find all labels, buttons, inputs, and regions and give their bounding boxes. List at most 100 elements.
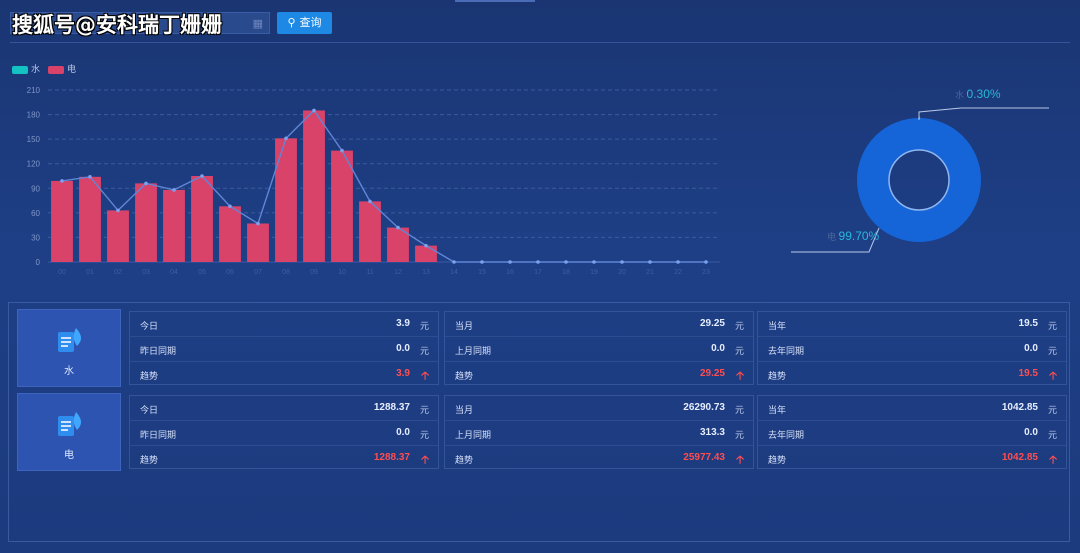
- stat-cell: 趋势 25977.43 🡡: [445, 446, 753, 470]
- stat-cell: 当年 19.5 元: [758, 312, 1066, 337]
- stat-block: 当月 26290.73 元上月同期 313.3 元趋势 25977.43 🡡: [444, 395, 754, 469]
- unit-label: 元: [734, 346, 744, 356]
- x-tick-label: 04: [170, 269, 178, 276]
- x-tick-label: 07: [254, 269, 262, 276]
- summary-panel: 水今日 3.9 元昨日同期 0.0 元趋势 3.9 🡡 当月 29.25 元上月同期 0.0…: [8, 302, 1070, 542]
- top-tab-indicator: [455, 0, 535, 2]
- trend-point: [536, 260, 540, 264]
- x-tick-label: 22: [674, 269, 682, 276]
- query-button[interactable]: ⚲ 查询: [277, 12, 332, 34]
- legend-item-electric[interactable]: 电: [48, 62, 76, 75]
- trend-point: [312, 108, 316, 113]
- category-card[interactable]: 水: [17, 309, 121, 387]
- trend-point: [648, 260, 652, 264]
- stat-cell: 趋势 3.9 🡡: [130, 362, 438, 386]
- x-tick-label: 09: [310, 269, 318, 276]
- date-range-input[interactable]: ▦: [10, 12, 270, 34]
- bar-electric: [303, 110, 325, 262]
- trend-point: [480, 260, 484, 264]
- category-card[interactable]: 电: [17, 393, 121, 471]
- trend-point: [620, 260, 624, 264]
- bar-electric: [247, 223, 269, 262]
- unit-label: 元: [734, 321, 744, 331]
- donut-inner-ring: [888, 149, 950, 211]
- stat-label: 当年: [768, 405, 787, 415]
- stat-cell: 昨日同期 0.0 元: [130, 337, 438, 362]
- x-tick-label: 21: [646, 269, 654, 276]
- electric-document-icon: [58, 412, 82, 436]
- unit-label: 元: [419, 321, 429, 331]
- arrow-up-icon: 🡡: [421, 370, 429, 382]
- bar-electric: [275, 138, 297, 262]
- donut-label-water: 水 0.30%: [955, 87, 1001, 101]
- water-document-icon: [58, 328, 82, 352]
- stat-block: 当月 29.25 元上月同期 0.0 元趋势 29.25 🡡: [444, 311, 754, 385]
- x-tick-label: 19: [590, 269, 598, 276]
- x-tick-label: 08: [282, 269, 290, 276]
- stat-cell: 今日 3.9 元: [130, 312, 438, 337]
- unit-label: 元: [1047, 430, 1057, 440]
- trend-point: [508, 260, 512, 264]
- trend-value: 3.9: [396, 368, 410, 379]
- legend-item-water[interactable]: 水: [12, 62, 40, 75]
- trend-point: [564, 260, 568, 264]
- trend-value: 1288.37: [373, 452, 410, 463]
- bar-electric: [219, 206, 241, 262]
- stat-label: 当年: [768, 321, 787, 331]
- trend-value: 19.5: [1018, 368, 1038, 379]
- cost-share-donut-chart: 水 0.30% 电 99.70%: [791, 87, 1049, 253]
- stat-value: 0.0: [396, 427, 410, 438]
- category-label: 水: [64, 366, 74, 377]
- x-tick-label: 10: [338, 269, 346, 276]
- x-tick-label: 02: [114, 269, 122, 276]
- bar-electric: [135, 183, 157, 262]
- unit-label: 元: [419, 346, 429, 356]
- unit-label: 元: [734, 405, 744, 415]
- y-tick-label: 90: [31, 184, 40, 193]
- calendar-icon[interactable]: ▦: [252, 18, 263, 30]
- stat-cell: 当年 1042.85 元: [758, 396, 1066, 421]
- x-tick-label: 00: [58, 269, 66, 276]
- trend-point: [340, 148, 344, 153]
- chart-legend: 水 电: [12, 62, 76, 75]
- trend-point: [60, 179, 64, 183]
- trend-value: 25977.43: [683, 452, 725, 463]
- stat-block: 今日 1288.37 元昨日同期 0.0 元趋势 1288.37 🡡: [129, 395, 439, 469]
- stat-label: 昨日同期: [140, 346, 177, 356]
- stat-cell: 上月同期 313.3 元: [445, 421, 753, 446]
- trend-line: [61, 109, 706, 263]
- unit-label: 元: [734, 430, 744, 440]
- trend-value: 1042.85: [1001, 452, 1038, 463]
- bar-electric: [359, 201, 381, 262]
- stat-label: 趋势: [455, 371, 474, 381]
- stat-label: 趋势: [768, 455, 787, 465]
- bar-electric: [415, 245, 437, 262]
- stat-value: 19.5: [1018, 318, 1038, 329]
- trend-point: [228, 204, 232, 209]
- stat-cell: 去年同期 0.0 元: [758, 421, 1066, 446]
- stat-label: 当月: [455, 321, 474, 331]
- trend-point: [144, 181, 148, 186]
- summary-row: 电今日 1288.37 元昨日同期 0.0 元趋势 1288.37 🡡 当月 26290.…: [17, 393, 1067, 471]
- stat-cell: 当月 26290.73 元: [445, 396, 753, 421]
- x-tick-label: 06: [226, 269, 234, 276]
- bar-electric: [387, 227, 409, 262]
- unit-label: 元: [1047, 321, 1057, 331]
- trend-point: [396, 225, 400, 230]
- stat-label: 今日: [140, 405, 159, 415]
- unit-label: 元: [1047, 405, 1057, 415]
- y-tick-label: 60: [31, 209, 40, 218]
- bar-electric: [79, 176, 101, 262]
- bar-electric: [107, 210, 129, 262]
- stat-value: 29.25: [699, 318, 725, 329]
- stat-label: 去年同期: [768, 346, 805, 356]
- y-tick-label: 210: [27, 86, 41, 95]
- trend-point: [424, 243, 428, 248]
- stat-cell: 当月 29.25 元: [445, 312, 753, 337]
- bar-electric: [51, 180, 73, 262]
- arrow-up-icon: 🡡: [736, 370, 744, 382]
- leader-line-water: [918, 107, 1049, 120]
- y-tick-label: 30: [31, 233, 40, 242]
- x-tick-label: 01: [86, 269, 94, 276]
- donut-label-electric: 电 99.70%: [827, 229, 880, 243]
